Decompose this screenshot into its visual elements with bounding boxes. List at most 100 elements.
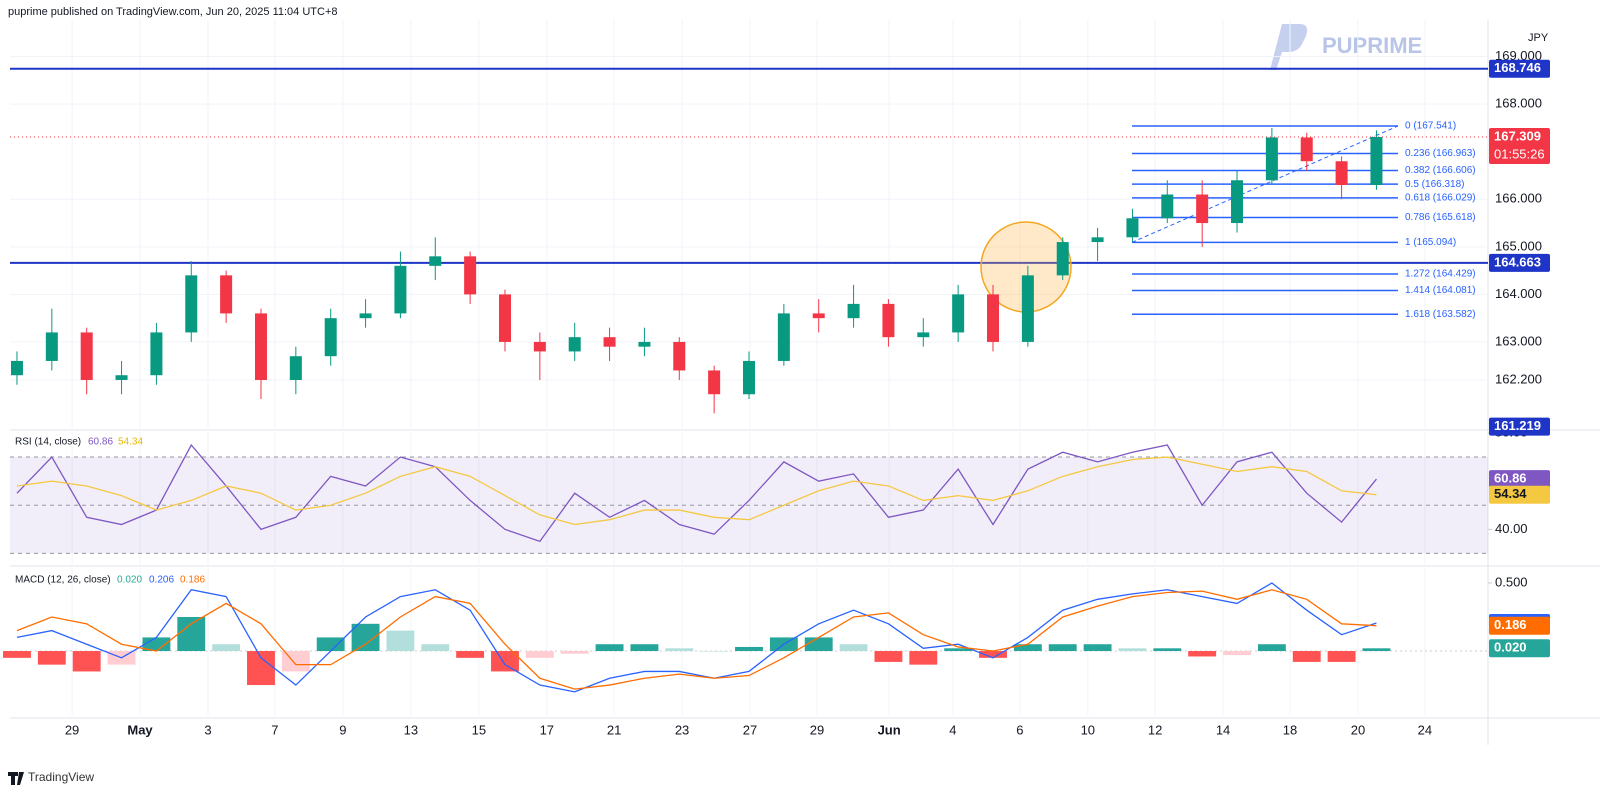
logo-mark <box>1270 24 1308 70</box>
candle-body <box>917 332 930 338</box>
x-tick-label: 21 <box>607 722 621 737</box>
price-label: 0.020 <box>1494 640 1527 655</box>
x-tick-label: May <box>127 722 153 737</box>
histogram-bar <box>3 651 31 658</box>
fib-label: 1.272 (164.429) <box>1405 269 1476 280</box>
y-tick-label: 168.000 <box>1495 96 1542 111</box>
macd-hist-value: 0.020 <box>117 575 142 586</box>
price-label-box <box>1489 59 1550 78</box>
histogram-bar <box>177 617 206 652</box>
x-tick-label: 15 <box>472 722 486 737</box>
price-label: 161.219 <box>1494 418 1541 433</box>
price-label: 0.186 <box>1494 617 1527 632</box>
histogram-bar <box>1362 648 1391 652</box>
candle-body <box>812 313 825 319</box>
x-tick-label: 29 <box>65 722 79 737</box>
header: puprime published on TradingView.com, Ju… <box>8 6 338 18</box>
indicator-line <box>16 443 1377 543</box>
histogram-bar <box>1257 644 1286 652</box>
histogram-bar <box>1083 644 1112 652</box>
indicator-line <box>16 589 1377 690</box>
histogram-bar <box>874 651 903 662</box>
candle-body <box>743 360 755 395</box>
histogram-bar <box>630 644 659 652</box>
histogram-bar <box>316 637 345 652</box>
candle-body <box>533 341 546 352</box>
price-label: 168.746 <box>1494 60 1541 75</box>
price-label-box <box>1489 417 1550 436</box>
fib-label: 0.236 (166.963) <box>1405 148 1476 159</box>
x-tick-label: 7 <box>271 722 278 737</box>
y-tick-label: 162.200 <box>1495 371 1542 386</box>
fib-label: 0.5 (166.318) <box>1405 179 1465 190</box>
rsi-value: 60.86 <box>88 437 113 448</box>
candle-body <box>359 313 372 319</box>
x-tick-label: 10 <box>1081 722 1095 737</box>
histogram-bar <box>804 637 833 652</box>
fib-label: 1.414 (164.081) <box>1405 285 1476 296</box>
fib-label: 1 (165.094) <box>1405 237 1456 248</box>
y-tick-label: 164.000 <box>1495 286 1542 301</box>
x-tick-label: 4 <box>949 722 956 737</box>
candle-body <box>1091 237 1104 243</box>
x-tick-label: Jun <box>878 722 901 737</box>
candle-body <box>1056 242 1069 276</box>
signal-value: 0.186 <box>180 575 205 586</box>
candle-body <box>1370 137 1383 186</box>
candle-body <box>568 337 581 352</box>
y-tick-label: 169.000 <box>1495 48 1542 63</box>
x-tick-label: 3 <box>204 722 211 737</box>
x-tick-label: 24 <box>1418 722 1432 737</box>
price-label-box <box>1489 639 1550 658</box>
histogram-bar <box>212 644 241 652</box>
candle-body <box>10 360 23 376</box>
x-tick-label: 20 <box>1351 722 1365 737</box>
price-label-box <box>1489 470 1550 489</box>
x-tick-label: 23 <box>675 722 689 737</box>
x-tick-label: 27 <box>743 722 757 737</box>
price-label: 167.309 <box>1494 128 1541 143</box>
candle-body <box>498 294 511 342</box>
candle-body <box>708 370 721 395</box>
candle-body <box>1300 137 1313 162</box>
candle-body <box>1021 275 1034 342</box>
histogram-bar <box>909 651 938 665</box>
price-label: 164.663 <box>1494 254 1541 269</box>
fib-label: 1.618 (163.582) <box>1405 309 1476 320</box>
candle-body <box>80 332 93 380</box>
candle-body <box>1265 137 1278 181</box>
price-label-box <box>1489 128 1550 165</box>
x-tick-label: 14 <box>1216 722 1230 737</box>
countdown: 01:55:26 <box>1494 146 1545 161</box>
histogram-bar <box>1223 651 1251 656</box>
histogram-bar <box>735 646 763 652</box>
histogram-bar <box>560 651 589 654</box>
candle-body <box>185 275 198 333</box>
fib-label: 0 (167.541) <box>1405 121 1456 132</box>
histogram-bar <box>1013 644 1042 652</box>
histogram-bar <box>1292 651 1321 662</box>
x-tick-label: 6 <box>1016 722 1023 737</box>
y-tick-label: 165.000 <box>1495 238 1542 253</box>
histogram-bar <box>665 648 694 652</box>
x-tick-label: 13 <box>404 722 418 737</box>
x-tick-label: 29 <box>810 722 824 737</box>
candle-body <box>220 275 233 314</box>
candle-body <box>150 332 163 376</box>
candle-body <box>673 341 686 371</box>
price-label-box <box>1489 253 1550 272</box>
histogram-bar <box>979 651 1007 658</box>
candle-body <box>1126 218 1139 238</box>
x-tick-label: 9 <box>339 722 346 737</box>
candle-body <box>45 332 58 361</box>
fib-label: 0.786 (165.618) <box>1405 212 1476 223</box>
candle-body <box>638 341 651 347</box>
y-tick-label: 0.500 <box>1495 574 1528 589</box>
histogram-bar <box>247 651 275 686</box>
price-label: 54.34 <box>1494 486 1527 501</box>
footer-logo <box>8 772 24 785</box>
candle-body <box>429 256 442 266</box>
fib-label: 0.382 (166.606) <box>1405 165 1476 176</box>
candle-body <box>394 265 407 314</box>
